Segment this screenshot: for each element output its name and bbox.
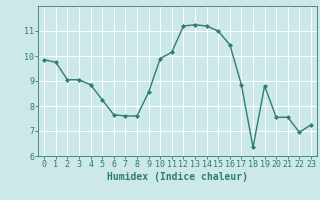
X-axis label: Humidex (Indice chaleur): Humidex (Indice chaleur)	[107, 172, 248, 182]
